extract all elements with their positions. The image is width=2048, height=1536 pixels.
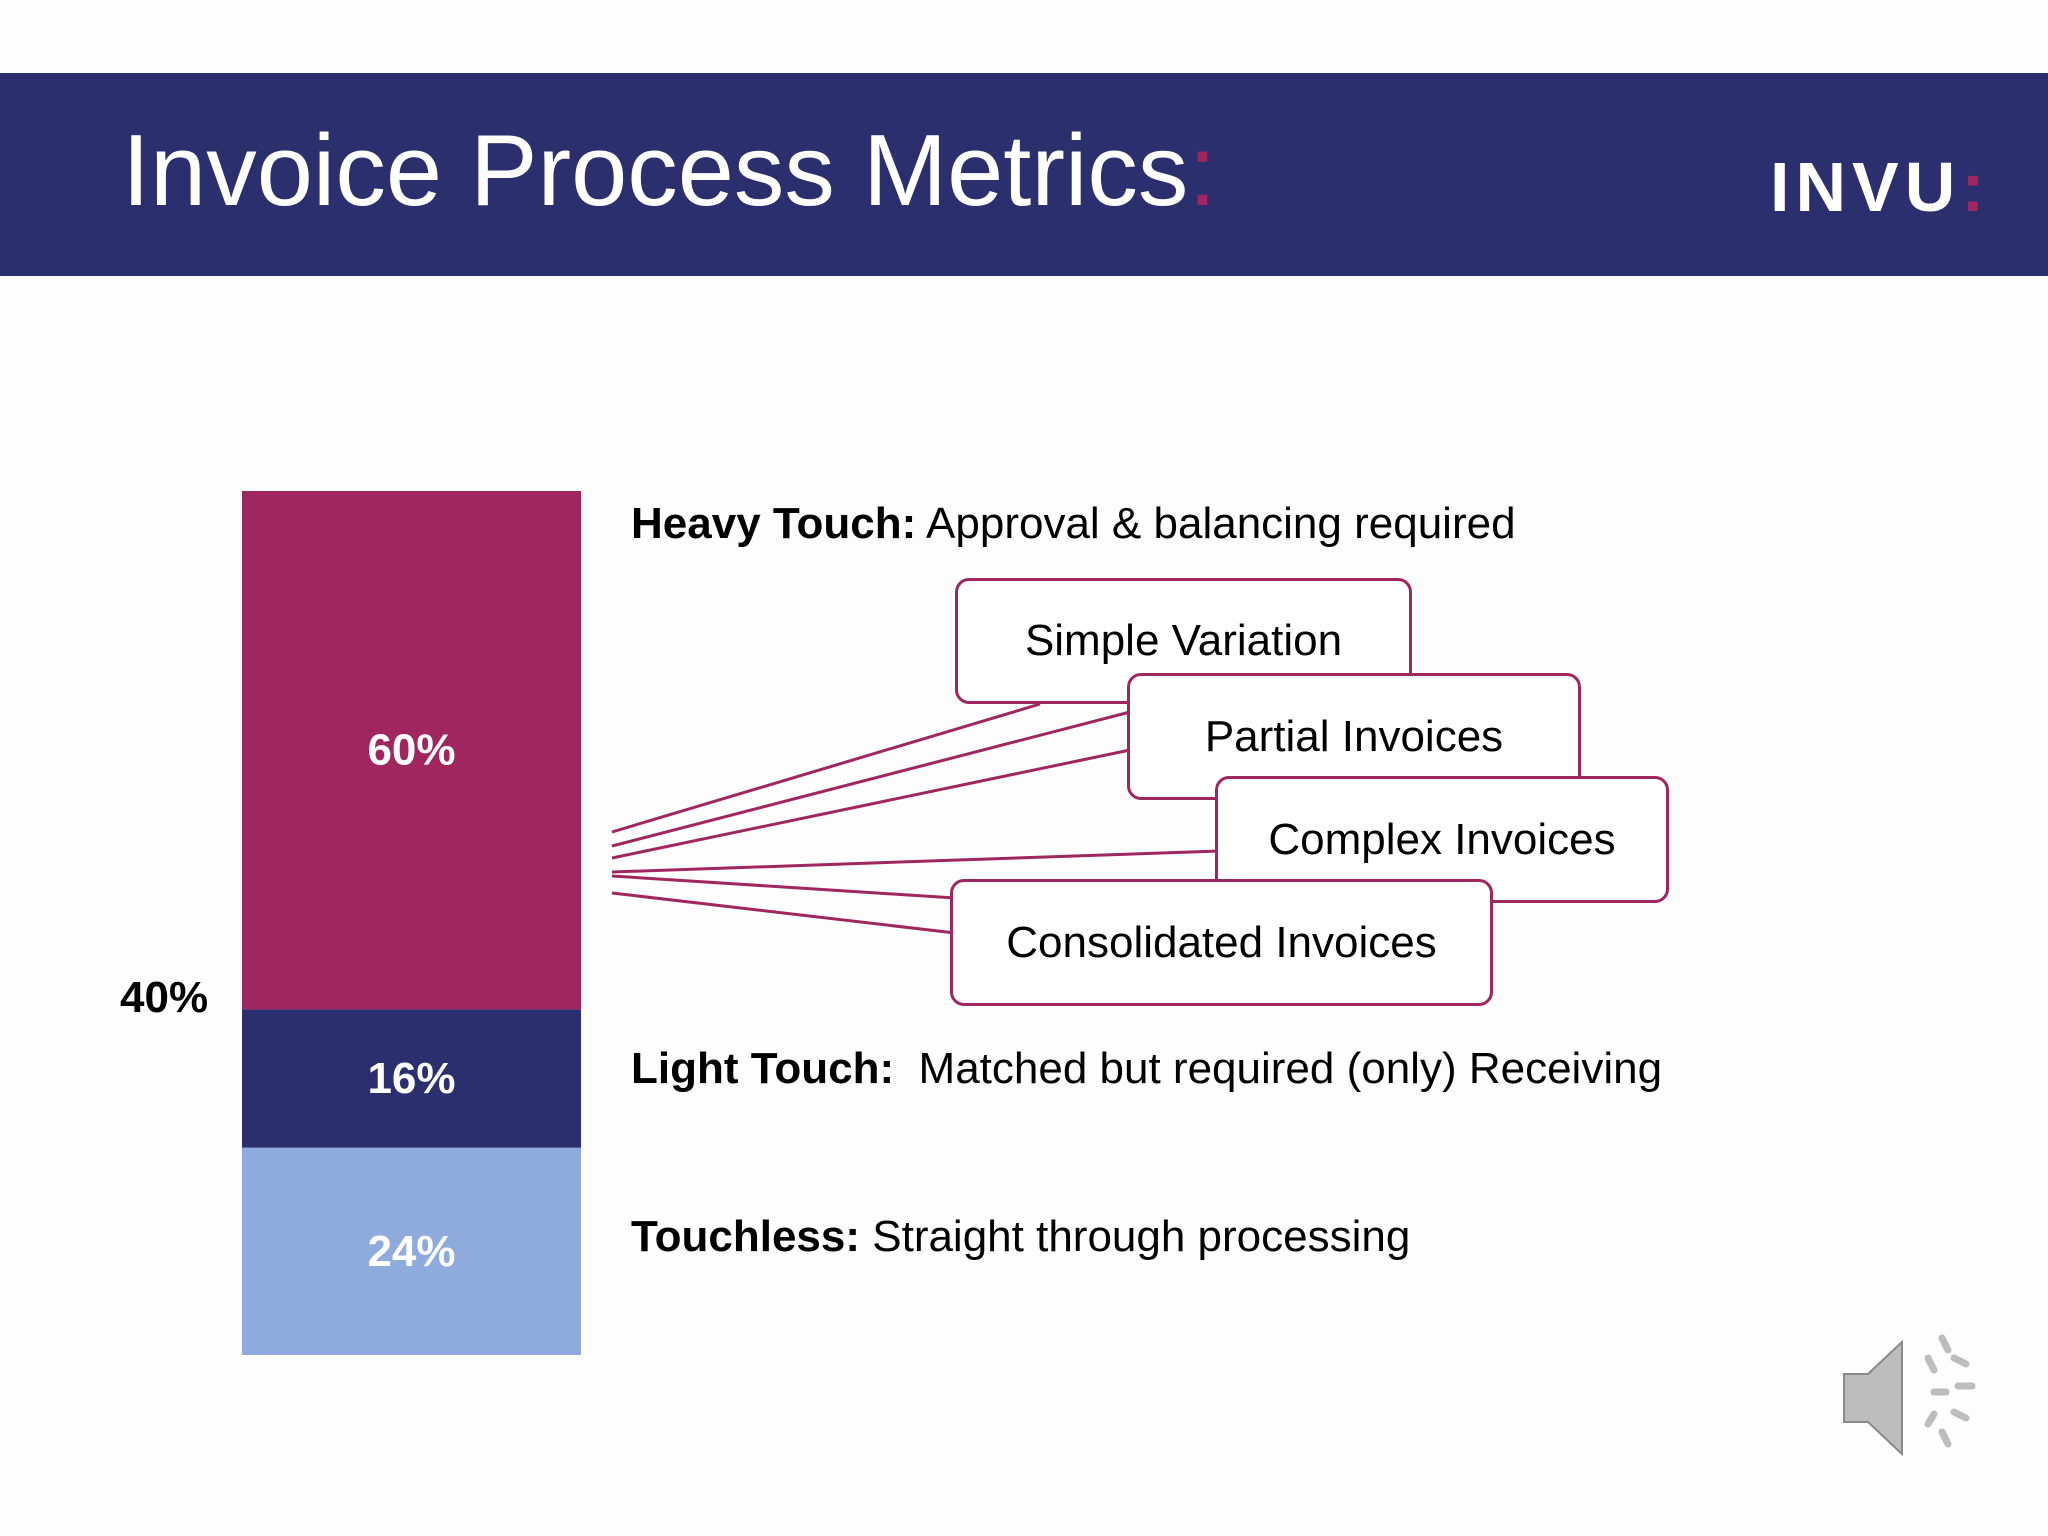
callout-label: Partial Invoices [1204,711,1504,761]
bar-segment-heavy-touch [242,491,581,1010]
header-bar [0,73,2048,276]
bar-segment-light-touch [242,1009,581,1148]
logo-text: INVU [1770,148,1962,226]
callout-label: Simple Variation [1024,616,1343,665]
touchless-text: Straight through processing [860,1212,1411,1261]
logo-colon: : [1961,148,1985,226]
light-touch-term: Light Touch: [631,1044,895,1093]
data-label-touchless: 24% [367,1227,455,1276]
heavy-touch-description: Heavy Touch: Approval & balancing requir… [631,502,1516,546]
light-touch-text: Matched but required (only) Receiving [894,1044,1663,1093]
callout-connector [611,874,956,900]
speaker-icon[interactable] [1838,1328,1988,1468]
data-label-light-touch: 16% [367,1054,455,1103]
callout-connector [611,702,1041,834]
logo: INVU: [1770,152,1985,222]
callout-consolidated-invoices: Consolidated Invoices [950,879,1493,1006]
callout-connector [611,849,1221,874]
bar-segment-touchless [242,1147,581,1355]
slide-title: Invoice Process Metrics: [122,121,1216,222]
callout-connector [611,891,956,935]
touchless-description: Touchless: Straight through processing [631,1215,1410,1259]
title-colon: : [1188,115,1217,227]
callout-label: Consolidated Invoices [1006,917,1437,967]
aggregate-label: 40% [120,973,208,1022]
title-text: Invoice Process Metrics [122,115,1189,227]
callout-connector [611,710,1131,848]
callout-connector [611,748,1131,860]
heavy-touch-text: Approval & balancing required [916,499,1516,548]
light-touch-description: Light Touch: Matched but required (only)… [631,1047,1662,1091]
heavy-touch-term: Heavy Touch: [631,499,917,548]
touchless-term: Touchless: [631,1212,861,1261]
data-label-heavy-touch: 60% [367,726,455,775]
callout-label: Complex Invoices [1268,814,1616,864]
